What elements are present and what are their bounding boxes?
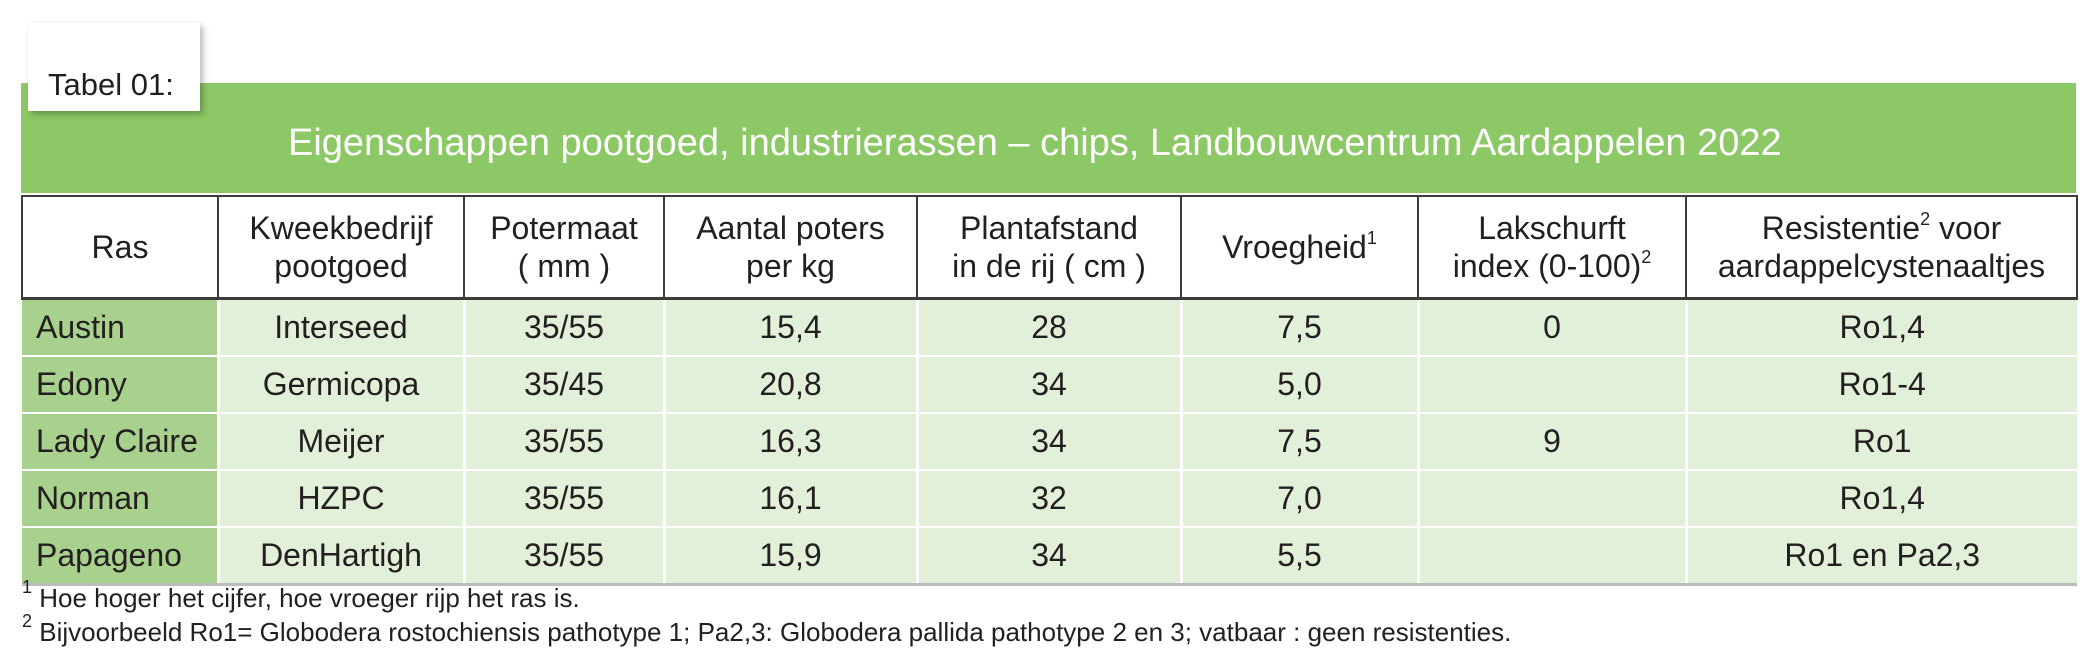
cell-lakschurft	[1416, 526, 1686, 586]
header-resistentie-line1: Resistentie	[1761, 210, 1921, 246]
header-ras-label: Ras	[91, 229, 149, 265]
footnote-1: 1 Hoe hoger het cijfer, hoe vroeger rijp…	[22, 578, 580, 613]
header-row: Ras Kweekbedrijf pootgoed Potermaat ( mm…	[21, 195, 2078, 300]
header-lakschurft-line1: Lakschurft	[1478, 210, 1626, 246]
header-poters-per-kg: Aantal poters per kg	[663, 195, 917, 300]
table-title: Eigenschappen pootgoed, industrierassen …	[288, 122, 1782, 164]
header-kweekbedrijf: Kweekbedrijf pootgoed	[217, 195, 464, 300]
cell-lakschurft	[1416, 355, 1686, 413]
table-row: Austin Interseed 35/55 15,4 28 7,5 0 Ro1…	[22, 297, 2077, 356]
cell-potermaat: 35/45	[462, 355, 664, 413]
cell-kweekbedrijf: HZPC	[216, 469, 464, 527]
cell-resistentie: Ro1 en Pa2,3	[1684, 526, 2077, 586]
table-number-label: Tabel 01:	[28, 23, 200, 111]
header-resistentie-line2: aardappelcystenaaltjes	[1717, 248, 2046, 284]
cell-vroegheid: 7,0	[1179, 469, 1418, 527]
cell-potermaat: 35/55	[462, 526, 664, 586]
cell-poters-per-kg: 16,3	[662, 412, 917, 470]
cell-ras: Lady Claire	[22, 412, 218, 470]
header-poters-line1: Aantal poters	[696, 210, 885, 246]
cell-vroegheid: 5,5	[1179, 526, 1418, 586]
cell-ras: Norman	[22, 469, 218, 527]
cell-resistentie: Ro1-4	[1684, 355, 2077, 413]
header-lakschurft-line2: index (0-100)	[1452, 248, 1642, 284]
cell-potermaat: 35/55	[462, 297, 664, 356]
footnote-2: 2 Bijvoorbeeld Ro1= Globodera rostochien…	[22, 612, 1512, 647]
header-resistentie-line1-after: voor	[1930, 210, 2002, 246]
cell-kweekbedrijf: Germicopa	[216, 355, 464, 413]
cell-ras: Austin	[22, 297, 218, 356]
header-plantafstand-line1: Plantafstand	[960, 210, 1138, 246]
cell-potermaat: 35/55	[462, 412, 664, 470]
footnote-marker: 2	[1641, 247, 1652, 267]
footnote-marker: 1	[1366, 228, 1377, 248]
cell-resistentie: Ro1,4	[1684, 297, 2077, 356]
cell-vroegheid: 7,5	[1179, 412, 1418, 470]
cell-plantafstand: 34	[915, 355, 1181, 413]
table-row: Edony Germicopa 35/45 20,8 34 5,0 Ro1-4	[22, 355, 2077, 413]
cell-ras: Papageno	[22, 526, 218, 586]
cell-poters-per-kg: 15,9	[662, 526, 917, 586]
header-plantafstand-line2: in de rij ( cm )	[952, 248, 1146, 284]
header-kweekbedrijf-line1: Kweekbedrijf	[249, 210, 433, 246]
cell-resistentie: Ro1	[1684, 412, 2077, 470]
cell-plantafstand: 34	[915, 526, 1181, 586]
cell-vroegheid: 5,0	[1179, 355, 1418, 413]
cell-kweekbedrijf: DenHartigh	[216, 526, 464, 586]
table-row: Papageno DenHartigh 35/55 15,9 34 5,5 Ro…	[22, 526, 2077, 586]
footnote-marker: 2	[1920, 209, 1931, 229]
header-potermaat: Potermaat ( mm )	[463, 195, 664, 300]
cell-lakschurft	[1416, 469, 1686, 527]
header-poters-line2: per kg	[746, 248, 835, 284]
header-vroegheid-label: Vroegheid	[1222, 229, 1367, 265]
cell-resistentie: Ro1,4	[1684, 469, 2077, 527]
cell-plantafstand: 32	[915, 469, 1181, 527]
table-row: Norman HZPC 35/55 16,1 32 7,0 Ro1,4	[22, 469, 2077, 527]
header-potermaat-line1: Potermaat	[490, 210, 638, 246]
cell-potermaat: 35/55	[462, 469, 664, 527]
header-resistentie: Resistentie2 voor aardappelcystenaaltjes	[1685, 195, 2078, 300]
cell-plantafstand: 34	[915, 412, 1181, 470]
footnote-1-mark: 1	[22, 577, 33, 597]
cell-kweekbedrijf: Meijer	[216, 412, 464, 470]
cell-poters-per-kg: 15,4	[662, 297, 917, 356]
header-lakschurft: Lakschurft index (0-100)2	[1417, 195, 1686, 300]
cell-plantafstand: 28	[915, 297, 1181, 356]
footnote-1-text: Hoe hoger het cijfer, hoe vroeger rijp h…	[32, 583, 580, 613]
table-row: Lady Claire Meijer 35/55 16,3 34 7,5 9 R…	[22, 412, 2077, 470]
header-ras: Ras	[21, 195, 218, 300]
cell-lakschurft: 9	[1416, 412, 1686, 470]
header-kweekbedrijf-line2: pootgoed	[274, 248, 408, 284]
header-potermaat-line2: ( mm )	[517, 248, 611, 284]
cell-lakschurft: 0	[1416, 297, 1686, 356]
properties-table: Ras Kweekbedrijf pootgoed Potermaat ( mm…	[21, 195, 2078, 586]
header-vroegheid: Vroegheid1	[1180, 195, 1418, 300]
header-plantafstand: Plantafstand in de rij ( cm )	[916, 195, 1181, 300]
cell-poters-per-kg: 16,1	[662, 469, 917, 527]
title-band	[21, 83, 2076, 193]
footnote-2-mark: 2	[22, 611, 33, 631]
cell-poters-per-kg: 20,8	[662, 355, 917, 413]
cell-kweekbedrijf: Interseed	[216, 297, 464, 356]
footnote-2-text: Bijvoorbeeld Ro1= Globodera rostochiensi…	[32, 617, 1512, 647]
cell-ras: Edony	[22, 355, 218, 413]
cell-vroegheid: 7,5	[1179, 297, 1418, 356]
